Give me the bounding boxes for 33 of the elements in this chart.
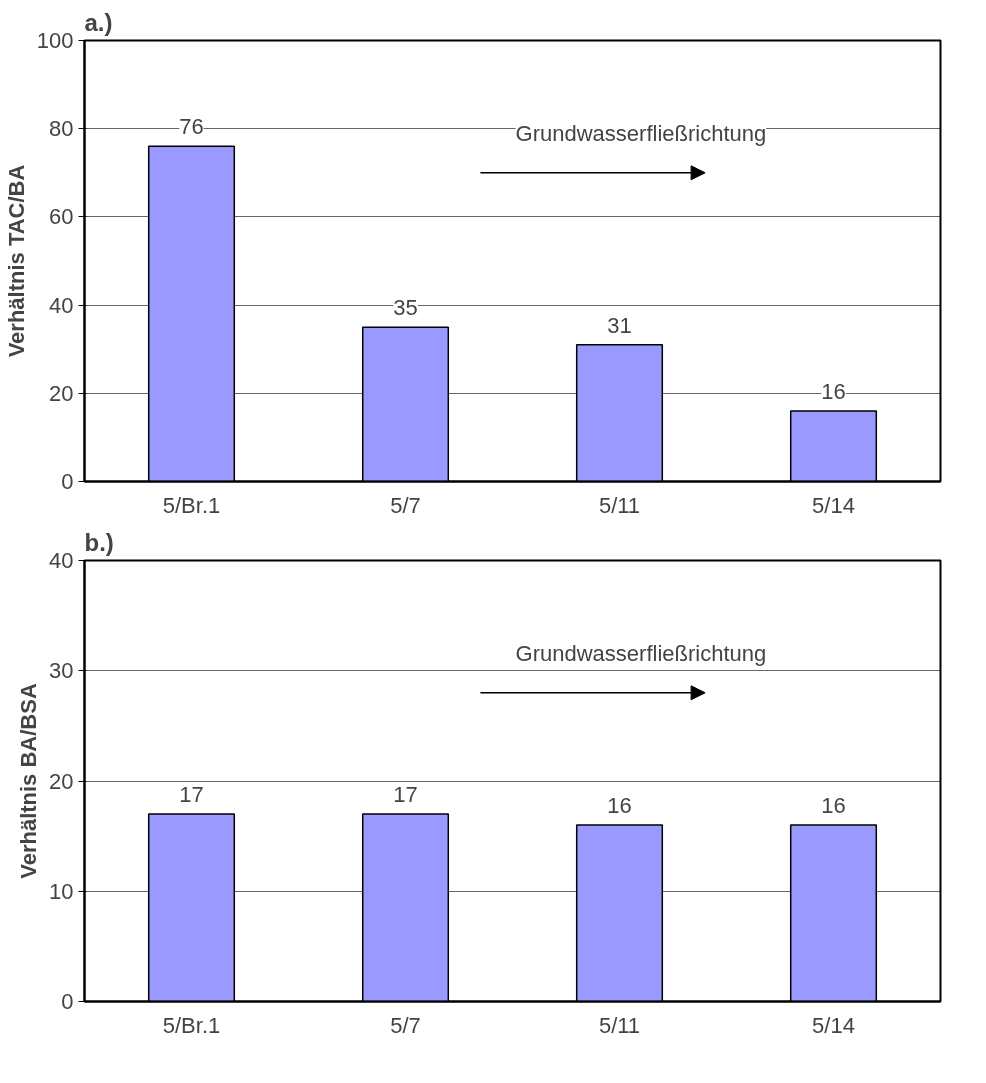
data-label: 16 [821, 378, 846, 404]
x-tick-label: 5/11 [598, 492, 641, 518]
y-tick-label: 30 [49, 658, 74, 684]
data-label: 16 [607, 793, 632, 819]
y-tick-label: 20 [49, 380, 74, 406]
annotation: Grundwasserfließrichtung [515, 121, 767, 147]
x-tick-label: 5/Br.1 [162, 1012, 221, 1038]
y-axis-title: Verhältnis TAC/BA [3, 164, 29, 358]
y-tick-label: 80 [49, 116, 74, 142]
data-label: 17 [179, 782, 204, 808]
data-label: 16 [821, 793, 846, 819]
data-label: 31 [607, 312, 632, 338]
y-tick-label: 0 [61, 989, 74, 1014]
chart-title: b.) [84, 528, 114, 556]
data-label: 76 [179, 114, 204, 140]
annotation: Grundwasserfließrichtung [515, 641, 767, 667]
y-axis-title: Verhältnis BA/BSA [16, 683, 42, 879]
x-tick-label: 5/14 [812, 492, 855, 518]
y-tick-label: 10 [49, 878, 74, 904]
y-tick-label: 0 [61, 469, 74, 494]
y-tick-label: 20 [49, 768, 74, 794]
chart-title: a.) [84, 8, 113, 36]
x-tick-label: 5/14 [812, 1012, 855, 1038]
x-tick-label: 5/7 [390, 492, 421, 518]
data-label: 17 [393, 782, 418, 808]
y-tick-label: 100 [36, 28, 74, 53]
y-tick-label: 40 [49, 548, 74, 573]
x-tick-label: 5/7 [390, 1012, 421, 1038]
x-tick-label: 5/Br.1 [162, 492, 221, 518]
y-tick-label: 40 [49, 292, 74, 318]
data-label: 35 [393, 295, 418, 321]
x-tick-label: 5/11 [598, 1012, 641, 1038]
y-tick-label: 60 [49, 204, 74, 230]
